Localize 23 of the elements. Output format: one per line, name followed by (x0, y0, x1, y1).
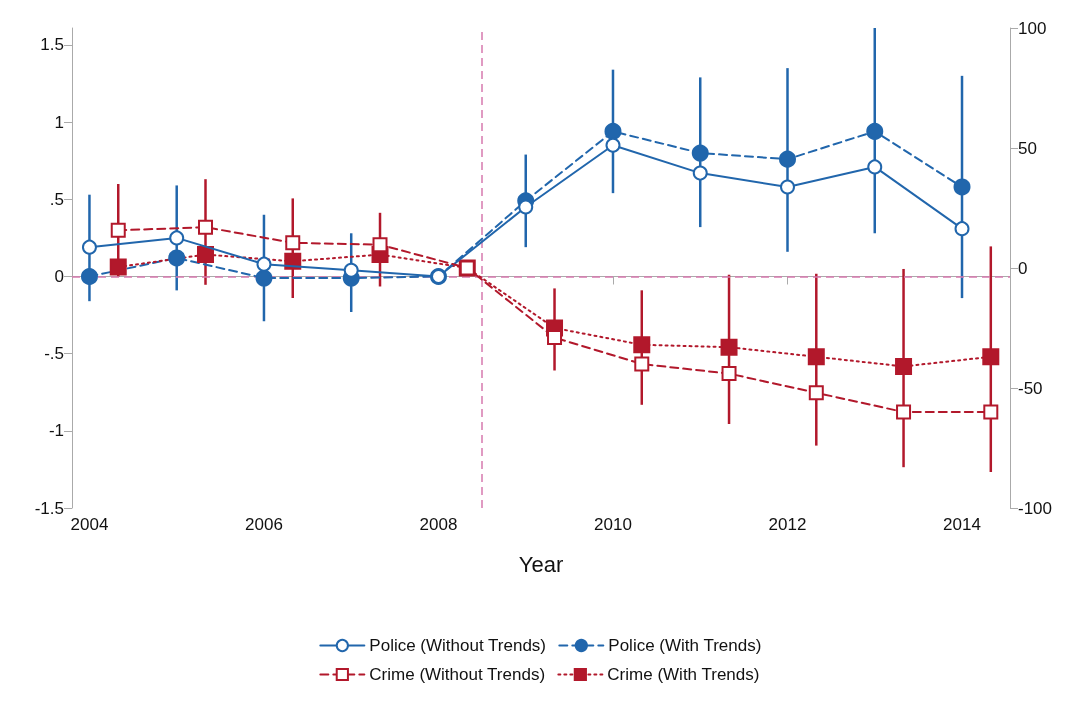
x-tick-label: 2010 (594, 515, 632, 534)
x-tick-label: 2006 (245, 515, 283, 534)
x-tick-label: 2004 (70, 515, 109, 534)
x-axis-title: Year (518, 551, 564, 577)
legend-label: Crime (Without Trends) (369, 665, 546, 684)
y2-tick-label: -100 (1018, 498, 1053, 518)
x-tick-label: 2012 (768, 515, 807, 534)
legend-label: Police (With Trends) (608, 636, 762, 655)
y2-tick-label: -50 (1018, 378, 1043, 398)
y2-tick-label: 100 (1018, 18, 1047, 38)
x-tick-label: 2014 (943, 515, 981, 534)
y-tick-label: 1 (54, 112, 64, 132)
y-tick-label: 0 (54, 266, 64, 286)
legend-label: Police (Without Trends) (369, 636, 547, 655)
x-tick-label: 2008 (419, 515, 458, 534)
y-tick-label: 1.5 (40, 35, 64, 55)
y-tick-label: -.5 (44, 344, 64, 364)
y-tick-label: -1.5 (34, 498, 64, 518)
y-tick-label: .5 (49, 189, 64, 209)
y2-tick-label: 50 (1018, 138, 1037, 158)
y2-tick-label: 0 (1018, 258, 1028, 278)
legend-label: Crime (With Trends) (607, 665, 760, 684)
y-tick-label: -1 (48, 421, 64, 441)
